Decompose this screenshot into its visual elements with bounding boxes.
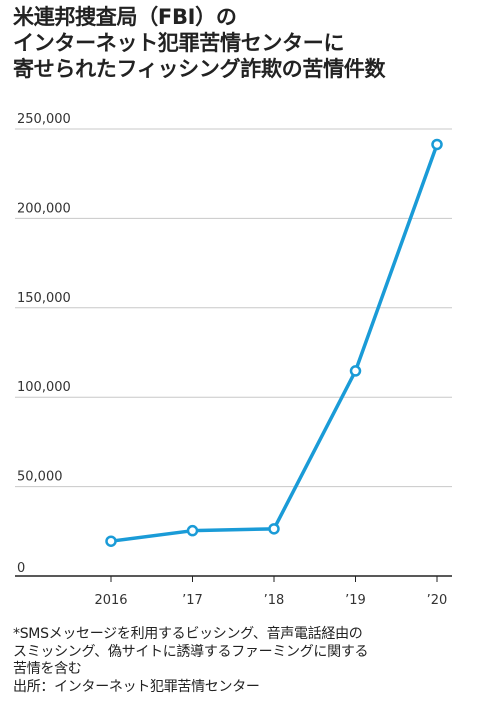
data-point <box>349 365 362 377</box>
data-point <box>268 523 280 535</box>
x-axis-tick-labels: 2016 ’17 ’18 ’19 ’20 <box>94 593 447 608</box>
series-complaints <box>105 138 443 547</box>
x-tick-label: ’17 <box>182 593 203 608</box>
footnote-line: 苦情を含む <box>13 661 82 677</box>
y-tick-label: 0 <box>17 561 25 576</box>
y-tick-label: 200,000 <box>17 201 71 216</box>
source-line: 出所：インターネット犯罪苦情センター <box>13 678 260 695</box>
chart-title: 米連邦捜査局（FBI）の インターネット犯罪苦情センターに 寄せられたフィッシン… <box>13 4 473 82</box>
y-tick-label: 150,000 <box>17 291 71 306</box>
y-axis-tick-labels: 0 50,000 100,000 150,000 200,000 250,000 <box>17 112 71 576</box>
footnotes: *SMSメッセージを利用するビッシング、音声電話経由の スミッシング、偽サイトに… <box>13 626 473 696</box>
chart-title-line: 米連邦捜査局（FBI）の <box>13 5 237 29</box>
y-tick-label: 250,000 <box>17 112 71 127</box>
x-tick-label: 2016 <box>94 593 127 608</box>
footnote-line: *SMSメッセージを利用するビッシング、音声電話経由の <box>13 626 363 642</box>
y-tick-label: 50,000 <box>17 470 63 485</box>
data-point <box>105 535 117 547</box>
chart-title-line: 寄せられたフィッシング詐欺の苦情件数 <box>13 57 386 81</box>
line-chart: 0 50,000 100,000 150,000 200,000 250,000 2016… <box>15 112 452 608</box>
x-tick-label: ’19 <box>345 593 366 608</box>
data-point <box>431 138 443 151</box>
footnote-line: スミッシング、偽サイトに誘導するファーミングに関する <box>13 643 369 660</box>
chart-title-line: インターネット犯罪苦情センターに <box>13 31 345 55</box>
data-point <box>186 524 199 537</box>
x-tick-label: ’18 <box>264 593 285 608</box>
series-line <box>109 142 439 543</box>
x-tick-label: ’20 <box>427 593 448 608</box>
x-axis <box>15 575 452 582</box>
gridlines <box>15 128 452 488</box>
y-tick-label: 100,000 <box>17 380 71 395</box>
